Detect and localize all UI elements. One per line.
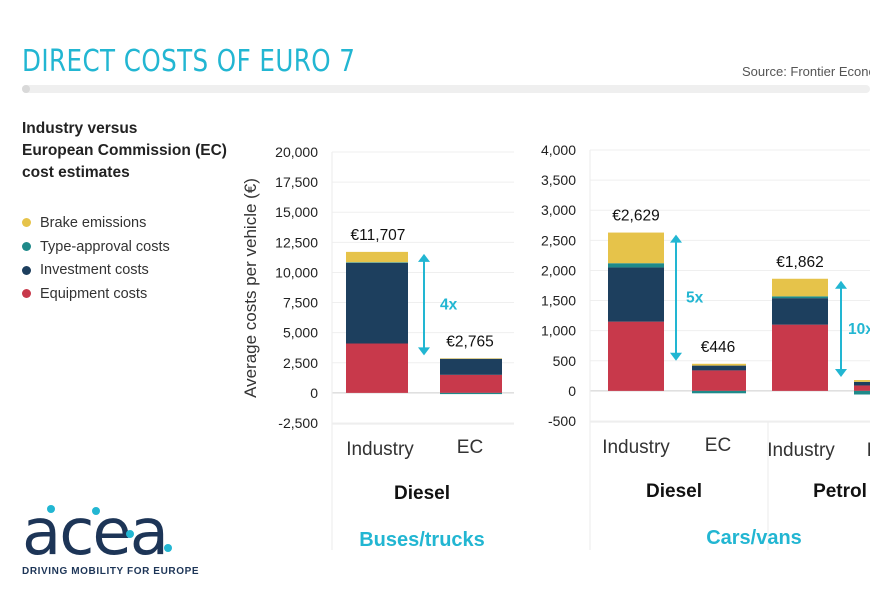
bar-segment-equipment-costs xyxy=(608,321,664,391)
y-axis-label: Average costs per vehicle (€) xyxy=(241,178,260,398)
category-label: Industry xyxy=(767,440,835,461)
bar-segment-equipment-costs xyxy=(854,385,870,391)
legend-label: Equipment costs xyxy=(40,285,148,302)
group-label: Petrol xyxy=(813,481,867,502)
bar-segment-type-approval-costs xyxy=(440,392,502,395)
bar-segment-equipment-costs xyxy=(346,343,408,393)
y-tick-label: 4,000 xyxy=(541,142,576,158)
category-label: Industry xyxy=(602,437,670,458)
total-label: €1,862 xyxy=(776,254,823,271)
y-tick-label: 3,500 xyxy=(541,172,576,188)
bar-segment-investment-costs xyxy=(608,267,664,322)
bar-segment-brake-emissions xyxy=(346,251,408,263)
ratio-arrow-head-down xyxy=(835,369,847,378)
category-label: EC xyxy=(867,440,870,461)
chart-subtitle: Industry versus European Commission (EC)… xyxy=(22,118,227,184)
bar-segment-type-approval-costs xyxy=(854,390,870,395)
section-label: Buses/trucks xyxy=(359,529,485,551)
source-note: Source: Frontier Economics xyxy=(742,64,870,79)
bar-segment-investment-costs xyxy=(692,365,746,371)
acea-logo-mark: acea xyxy=(22,496,172,570)
bar-segment-type-approval-costs xyxy=(346,262,408,263)
legend-item-type-approval: Type-approval costs xyxy=(22,235,170,259)
divider-dot xyxy=(22,85,30,93)
bar-segment-brake-emissions xyxy=(608,232,664,264)
legend-label: Type-approval costs xyxy=(40,238,170,255)
ratio-arrow-head-up xyxy=(418,253,430,262)
y-tick-label: 2,500 xyxy=(541,232,576,248)
logo-tagline: DRIVING MOBILITY FOR EUROPE xyxy=(22,566,200,577)
ratio-label: 10x xyxy=(848,321,870,338)
bar-segment-type-approval-costs xyxy=(772,296,828,299)
acea-logo: acea xyxy=(22,496,182,570)
legend-item-brake: Brake emissions xyxy=(22,211,170,235)
group-label: Diesel xyxy=(394,483,450,504)
bar-segment-equipment-costs xyxy=(772,324,828,391)
y-tick-label: 1,000 xyxy=(541,323,576,339)
y-tick-label: 7,500 xyxy=(283,295,318,311)
bar-segment-equipment-costs xyxy=(692,370,746,391)
y-tick-label: -500 xyxy=(548,413,576,429)
bar-segment-brake-emissions xyxy=(440,358,502,359)
total-label: €11,707 xyxy=(351,227,406,244)
legend-item-investment: Investment costs xyxy=(22,258,170,282)
y-tick-label: 2,500 xyxy=(283,355,318,371)
ratio-label: 5x xyxy=(686,290,704,307)
subtitle-line: Industry versus xyxy=(22,120,138,137)
bar-segment-type-approval-costs xyxy=(692,390,746,394)
total-label: €2,765 xyxy=(446,333,493,350)
ratio-arrow-head-up xyxy=(670,234,682,243)
ratio-arrow-head-up xyxy=(835,280,847,289)
y-tick-label: 3,000 xyxy=(541,202,576,218)
total-label: €2,629 xyxy=(612,208,659,225)
ratio-label: 4x xyxy=(440,297,458,314)
header-divider xyxy=(22,85,870,93)
bar-segment-investment-costs xyxy=(854,381,870,386)
legend-item-equipment: Equipment costs xyxy=(22,282,170,306)
bar-segment-investment-costs xyxy=(346,262,408,344)
bar-segment-equipment-costs xyxy=(440,374,502,393)
bar-segment-investment-costs xyxy=(440,358,502,375)
legend-label: Brake emissions xyxy=(40,214,147,231)
total-label: €446 xyxy=(701,339,735,356)
page-title: DIRECT COSTS OF EURO 7 xyxy=(22,44,356,79)
legend: Brake emissions Type-approval costs Inve… xyxy=(22,211,170,306)
y-tick-label: 0 xyxy=(310,385,318,401)
y-tick-label: 17,500 xyxy=(275,174,318,190)
legend-swatch-equipment xyxy=(22,289,31,299)
y-tick-label: 12,500 xyxy=(275,234,318,250)
y-tick-label: -2,500 xyxy=(278,415,318,431)
bar-segment-brake-emissions xyxy=(772,278,828,297)
legend-swatch-investment xyxy=(22,265,31,275)
y-tick-label: 0 xyxy=(568,383,576,399)
y-tick-label: 5,000 xyxy=(283,325,318,341)
bar-segment-type-approval-costs xyxy=(608,263,664,268)
y-tick-label: 15,000 xyxy=(275,204,318,220)
ratio-arrow-head-down xyxy=(670,352,682,361)
bar-segment-investment-costs xyxy=(772,298,828,325)
category-label: Industry xyxy=(346,439,414,460)
y-tick-label: 2,000 xyxy=(541,262,576,278)
ratio-arrow-head-down xyxy=(418,347,430,356)
y-tick-label: 500 xyxy=(553,353,577,369)
section-label: Cars/vans xyxy=(706,527,802,549)
category-label: EC xyxy=(705,435,731,456)
bar-segment-brake-emissions xyxy=(854,380,870,382)
subtitle-line: European Commission (EC) xyxy=(22,142,227,159)
category-label: EC xyxy=(457,437,483,458)
subtitle-line: cost estimates xyxy=(22,164,130,181)
legend-swatch-type-approval xyxy=(22,242,31,252)
group-label: Diesel xyxy=(646,481,702,502)
y-tick-label: 1,500 xyxy=(541,293,576,309)
legend-swatch-brake xyxy=(22,218,31,228)
y-tick-label: 20,000 xyxy=(275,144,318,160)
bar-segment-brake-emissions xyxy=(692,363,746,366)
y-tick-label: 10,000 xyxy=(275,264,318,280)
legend-label: Investment costs xyxy=(40,262,149,279)
